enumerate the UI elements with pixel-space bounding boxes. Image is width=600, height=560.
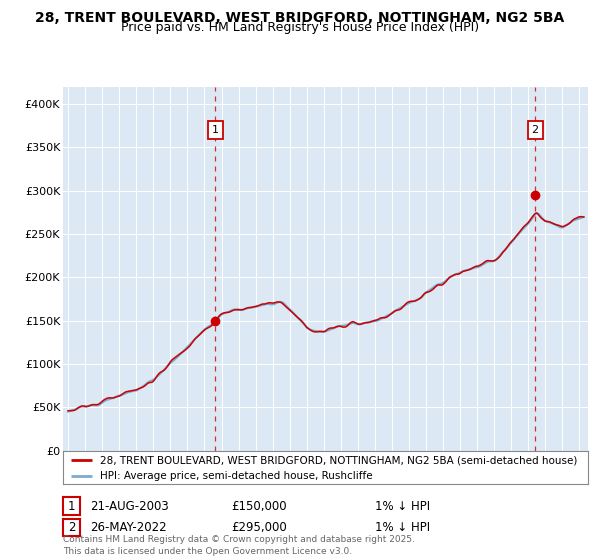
Text: 2: 2	[532, 125, 539, 135]
Text: 1% ↓ HPI: 1% ↓ HPI	[375, 500, 430, 513]
Text: HPI: Average price, semi-detached house, Rushcliffe: HPI: Average price, semi-detached house,…	[100, 471, 373, 481]
Text: Contains HM Land Registry data © Crown copyright and database right 2025.
This d: Contains HM Land Registry data © Crown c…	[63, 535, 415, 556]
Text: 1% ↓ HPI: 1% ↓ HPI	[375, 521, 430, 534]
Text: £150,000: £150,000	[231, 500, 287, 513]
Text: 28, TRENT BOULEVARD, WEST BRIDGFORD, NOTTINGHAM, NG2 5BA: 28, TRENT BOULEVARD, WEST BRIDGFORD, NOT…	[35, 11, 565, 25]
Text: 26-MAY-2022: 26-MAY-2022	[90, 521, 167, 534]
Text: 1: 1	[68, 500, 75, 513]
Text: £295,000: £295,000	[231, 521, 287, 534]
Text: Price paid vs. HM Land Registry's House Price Index (HPI): Price paid vs. HM Land Registry's House …	[121, 21, 479, 34]
Text: 1: 1	[212, 125, 219, 135]
Text: 2: 2	[68, 521, 75, 534]
Text: 21-AUG-2003: 21-AUG-2003	[90, 500, 169, 513]
Text: 28, TRENT BOULEVARD, WEST BRIDGFORD, NOTTINGHAM, NG2 5BA (semi-detached house): 28, TRENT BOULEVARD, WEST BRIDGFORD, NOT…	[100, 455, 577, 465]
